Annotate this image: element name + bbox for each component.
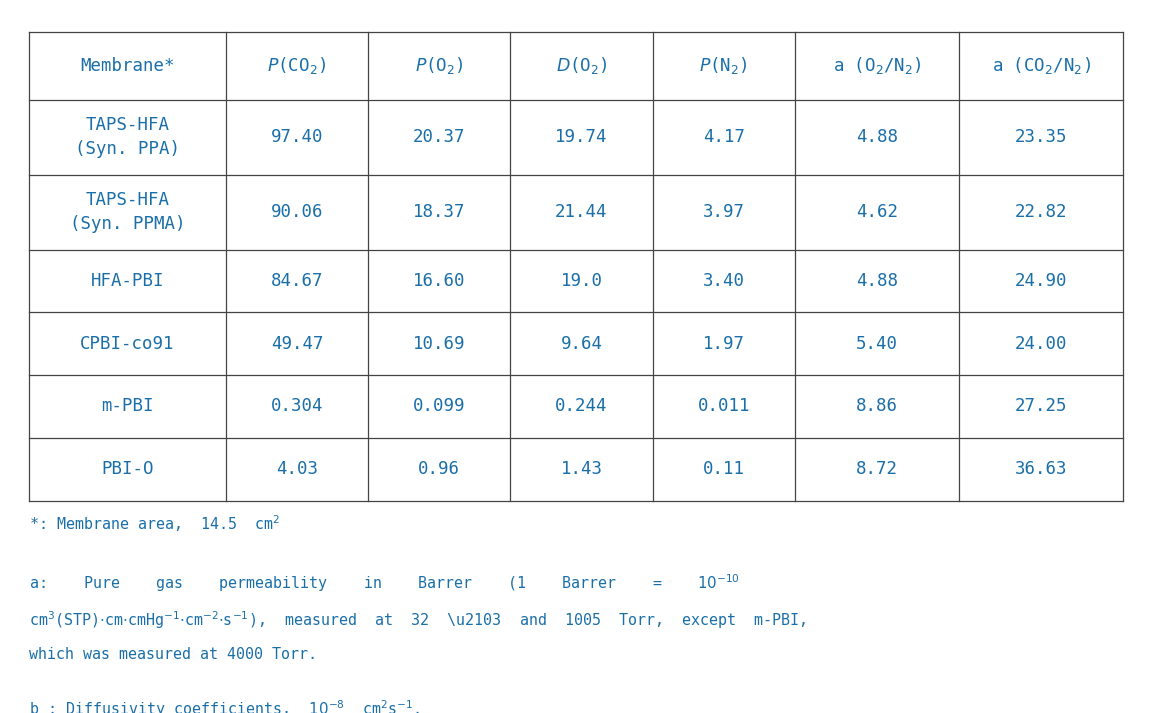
Text: 3.40: 3.40: [703, 272, 744, 290]
Text: 49.47: 49.47: [271, 334, 324, 353]
Text: 0.244: 0.244: [555, 397, 608, 416]
Text: 4.62: 4.62: [856, 203, 897, 221]
Text: 97.40: 97.40: [271, 128, 324, 146]
Text: 4.03: 4.03: [276, 460, 318, 478]
Text: 8.72: 8.72: [856, 460, 897, 478]
Text: 24.00: 24.00: [1015, 334, 1068, 353]
Text: HFA-PBI: HFA-PBI: [91, 272, 164, 290]
Text: 9.64: 9.64: [561, 334, 602, 353]
Text: 19.74: 19.74: [555, 128, 608, 146]
Text: 1.43: 1.43: [561, 460, 602, 478]
Text: 1.97: 1.97: [703, 334, 744, 353]
Text: 0.011: 0.011: [697, 397, 750, 416]
Text: 4.88: 4.88: [856, 272, 897, 290]
Text: PBI-O: PBI-O: [101, 460, 153, 478]
Text: 27.25: 27.25: [1015, 397, 1068, 416]
Text: cm$^3$(STP)$\cdot$cm$\cdot$cmHg$^{-1}$$\cdot$cm$^{-2}$$\cdot$s$^{-1}$),  measure: cm$^3$(STP)$\cdot$cm$\cdot$cmHg$^{-1}$$\…: [29, 610, 806, 632]
Text: $\mathit{P}$(N$_2$): $\mathit{P}$(N$_2$): [699, 56, 748, 76]
Text: *: Membrane area,  14.5  cm$^2$: *: Membrane area, 14.5 cm$^2$: [29, 513, 280, 534]
Text: a (O$_2$/N$_2$): a (O$_2$/N$_2$): [833, 56, 922, 76]
Text: 90.06: 90.06: [271, 203, 324, 221]
Text: a (CO$_2$/N$_2$): a (CO$_2$/N$_2$): [992, 56, 1091, 76]
Text: 5.40: 5.40: [856, 334, 897, 353]
Text: $\mathit{P}$(CO$_2$): $\mathit{P}$(CO$_2$): [267, 56, 326, 76]
Text: 4.17: 4.17: [703, 128, 744, 146]
Text: $\mathit{D}$(O$_2$): $\mathit{D}$(O$_2$): [555, 56, 607, 76]
Text: 36.63: 36.63: [1015, 460, 1068, 478]
Text: 0.099: 0.099: [412, 397, 465, 416]
Text: 4.88: 4.88: [856, 128, 897, 146]
Text: $\mathit{P}$(O$_2$): $\mathit{P}$(O$_2$): [415, 56, 463, 76]
Text: 10.69: 10.69: [412, 334, 465, 353]
Text: a:    Pure    gas    permeability    in    Barrer    (1    Barrer    =    $10^{-: a: Pure gas permeability in Barrer (1 Ba…: [29, 573, 740, 595]
Text: 0.96: 0.96: [418, 460, 460, 478]
Text: m-PBI: m-PBI: [101, 397, 153, 416]
Text: 22.82: 22.82: [1015, 203, 1068, 221]
Text: 19.0: 19.0: [561, 272, 602, 290]
Text: Membrane*: Membrane*: [79, 57, 175, 75]
Text: 84.67: 84.67: [271, 272, 324, 290]
Text: TAPS-HFA
(Syn. PPA): TAPS-HFA (Syn. PPA): [75, 116, 180, 158]
Text: 8.86: 8.86: [856, 397, 897, 416]
Text: b : Diffusivity coefficients,  $10^{-8}$  cm$^2$s$^{-1}$.: b : Diffusivity coefficients, $10^{-8}$ …: [29, 699, 420, 713]
Text: which was measured at 4000 Torr.: which was measured at 4000 Torr.: [29, 647, 317, 662]
Text: 0.11: 0.11: [703, 460, 744, 478]
Text: 0.304: 0.304: [271, 397, 324, 416]
Text: TAPS-HFA
(Syn. PPMA): TAPS-HFA (Syn. PPMA): [69, 191, 185, 233]
Text: 16.60: 16.60: [412, 272, 465, 290]
Text: 20.37: 20.37: [412, 128, 465, 146]
Text: 24.90: 24.90: [1015, 272, 1068, 290]
Text: CPBI-co91: CPBI-co91: [79, 334, 175, 353]
Text: 18.37: 18.37: [412, 203, 465, 221]
Text: 3.97: 3.97: [703, 203, 744, 221]
Text: 21.44: 21.44: [555, 203, 608, 221]
Text: 23.35: 23.35: [1015, 128, 1068, 146]
